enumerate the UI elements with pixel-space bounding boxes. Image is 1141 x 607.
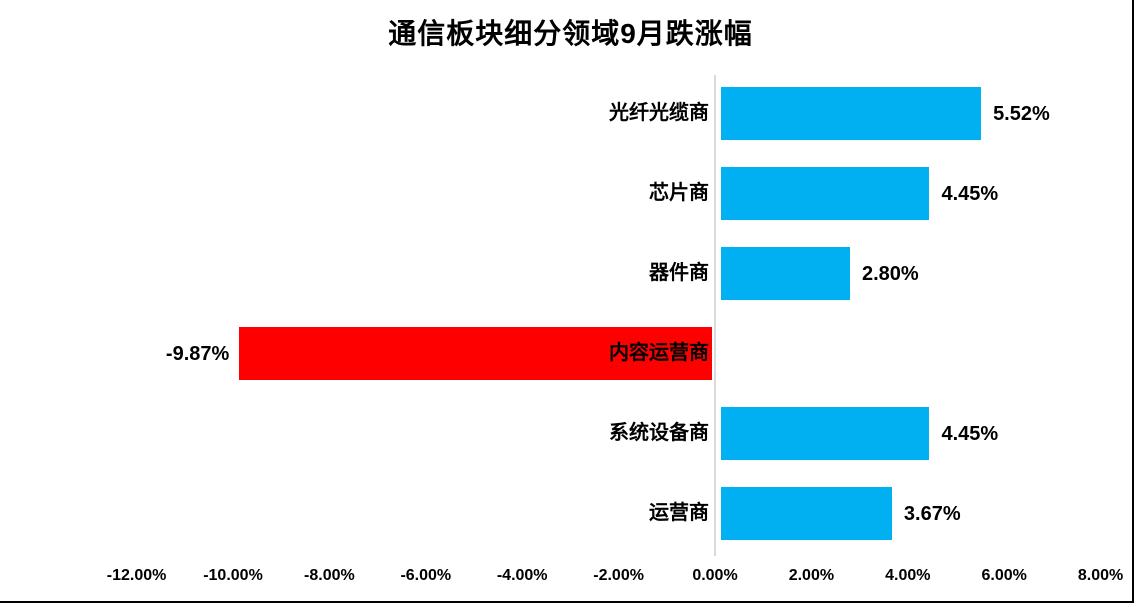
x-axis-tick-label: -8.00%: [304, 567, 355, 584]
value-label: 3.67%: [903, 503, 961, 525]
value-label: 2.80%: [861, 263, 919, 285]
bar-positive: [721, 87, 982, 140]
x-axis-tick-label: -6.00%: [400, 567, 452, 584]
bar-positive: [721, 487, 892, 540]
value-label: 4.45%: [941, 423, 999, 445]
x-axis-tick-label: 6.00%: [981, 567, 1027, 584]
bar-positive: [721, 247, 850, 300]
bar-positive: [721, 167, 930, 220]
value-label: 5.52%: [993, 103, 1050, 125]
category-label: 芯片商: [649, 182, 709, 204]
x-axis-tick-label: -12.00%: [106, 567, 167, 584]
chart-title: 通信板块细分领域9月跌涨幅: [388, 18, 753, 49]
x-axis-tick-label: 0.00%: [692, 567, 738, 584]
x-axis-tick-label: -4.00%: [496, 567, 548, 584]
bar-positive: [721, 407, 930, 460]
category-label: 光纤光缆商: [609, 102, 709, 124]
x-axis-tick-label: 8.00%: [1077, 567, 1124, 584]
category-label: 内容运营商: [609, 342, 709, 364]
value-label: -9.87%: [165, 343, 230, 365]
x-axis-tick-label: -10.00%: [203, 567, 263, 584]
bar-negative: [239, 327, 712, 380]
category-label: 器件商: [649, 262, 709, 284]
x-axis-tick-label: 2.00%: [788, 567, 835, 584]
category-label: 系统设备商: [609, 422, 709, 444]
value-label: 4.45%: [941, 183, 999, 205]
zero-axis-line: [714, 75, 716, 556]
x-axis-tick-label: -2.00%: [593, 567, 644, 584]
category-label: 运营商: [649, 502, 709, 524]
x-axis-tick-label: 4.00%: [885, 567, 931, 584]
